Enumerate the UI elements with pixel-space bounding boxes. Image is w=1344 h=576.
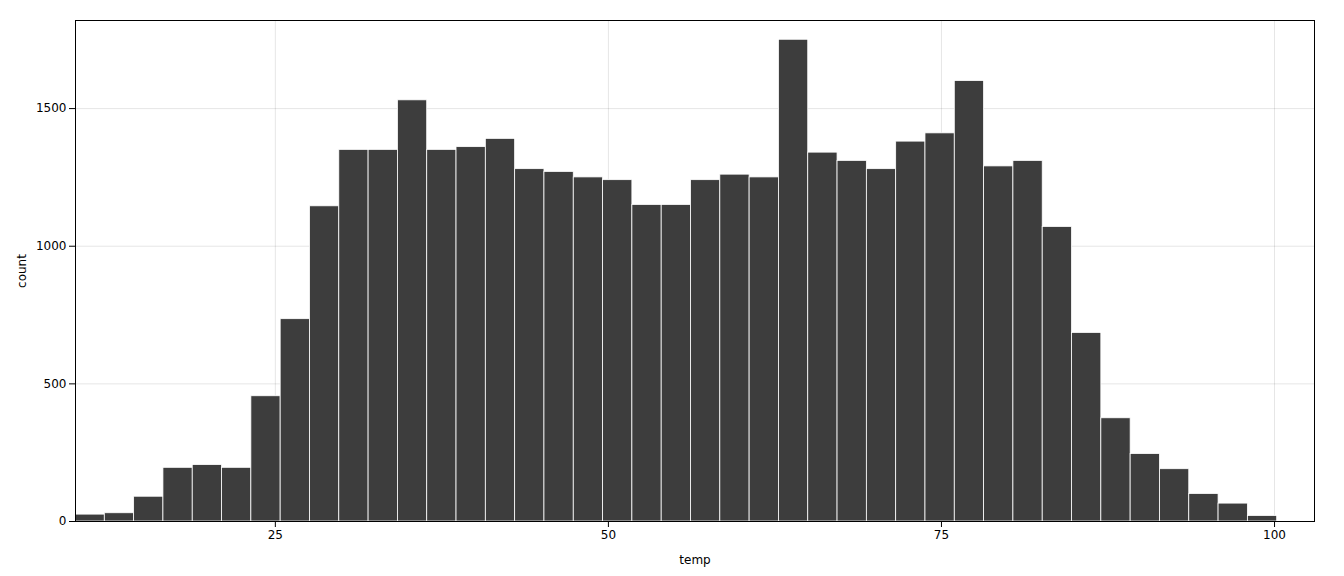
svg-text:temp: temp [679, 553, 710, 567]
svg-text:100: 100 [1263, 528, 1286, 542]
svg-text:0: 0 [59, 514, 67, 528]
svg-text:1500: 1500 [36, 101, 67, 115]
svg-text:500: 500 [44, 377, 67, 391]
svg-text:75: 75 [934, 528, 949, 542]
svg-text:50: 50 [601, 528, 616, 542]
svg-text:25: 25 [268, 528, 283, 542]
svg-text:count: count [15, 254, 29, 288]
svg-text:1000: 1000 [36, 239, 67, 253]
